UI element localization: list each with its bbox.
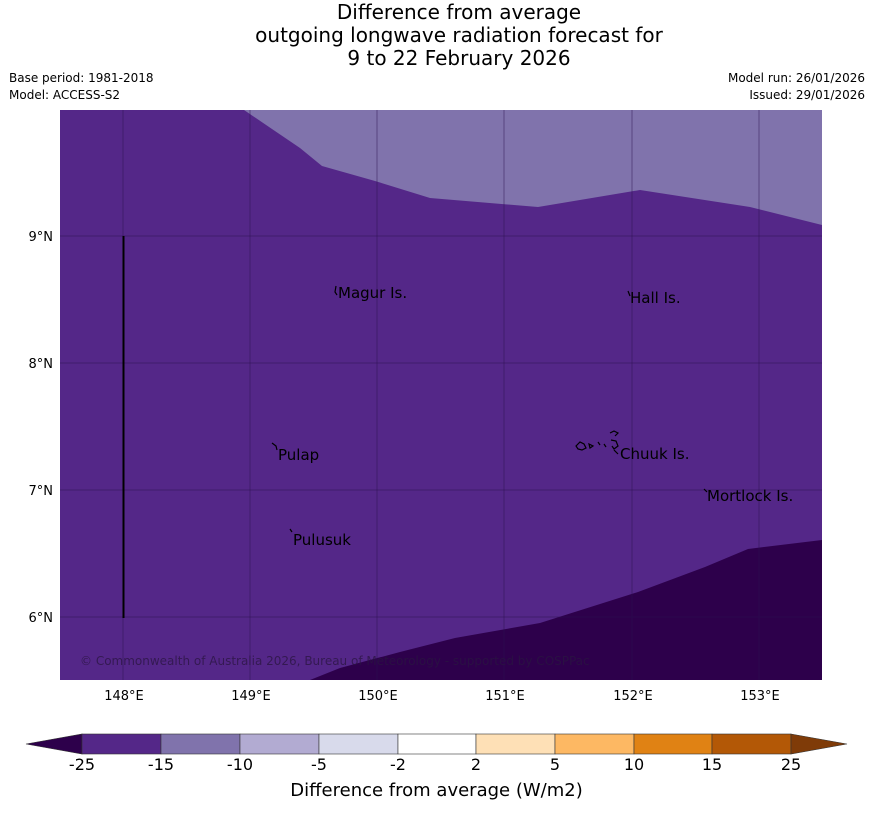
colorbar-segment <box>239 733 320 755</box>
lat-tick: 7°N <box>29 484 54 499</box>
colorbar-tick: -10 <box>226 755 254 774</box>
place-labels: Magur Is. Hall Is. Pulap Chuuk Is. Mortl… <box>278 284 793 549</box>
lon-tick: 151°E <box>485 689 525 704</box>
island-magur <box>334 285 338 296</box>
colorbar-tick: 5 <box>549 755 561 774</box>
island-pulap <box>271 442 278 451</box>
colorbar-tick: 15 <box>701 755 723 774</box>
meta-right: Model run: 26/01/2026 Issued: 29/01/2026 <box>728 70 865 104</box>
colorbar-segment <box>160 733 241 755</box>
colorbar-segment <box>318 733 399 755</box>
lon-tick: 150°E <box>358 689 398 704</box>
colorbar-label: Difference from average (W/m2) <box>290 780 583 801</box>
chart-title: Difference from average outgoing longwav… <box>0 1 873 70</box>
lat-axis: 9°N 8°N 7°N 6°N <box>29 230 54 626</box>
model-run: Model run: 26/01/2026 <box>727 71 865 85</box>
colorbar-segment <box>397 733 477 755</box>
lat-tick: 6°N <box>29 611 54 626</box>
lat-tick: 9°N <box>29 230 54 245</box>
colorbar-segment <box>475 733 556 755</box>
label-pulap: Pulap <box>278 446 319 464</box>
island-pulusuk <box>289 528 293 533</box>
colorbar-tick: -15 <box>147 755 175 774</box>
colorbar-tick: 2 <box>470 755 482 774</box>
contour-band-light <box>244 110 822 225</box>
label-mortlock: Mortlock Is. <box>707 487 793 505</box>
label-magur: Magur Is. <box>338 284 407 302</box>
lon-tick: 152°E <box>613 689 653 704</box>
colorbar-tick: 10 <box>623 755 645 774</box>
lon-tick: 148°E <box>104 689 144 704</box>
island-hall <box>627 290 631 297</box>
title-line-1: Difference from average <box>336 0 582 24</box>
colorbar-tick: -2 <box>390 755 406 774</box>
contour-band-dark <box>310 540 822 680</box>
lon-tick: 153°E <box>740 689 780 704</box>
colorbar-tick: -5 <box>311 755 327 774</box>
label-chuuk: Chuuk Is. <box>620 445 689 463</box>
meta-left: Base period: 1981-2018 Model: ACCESS-S2 <box>9 70 154 104</box>
model-name: Model: ACCESS-S2 <box>9 88 121 102</box>
lon-axis: 148°E 149°E 150°E 151°E 152°E 153°E <box>104 689 780 704</box>
copyright-text: © Commonwealth of Australia 2026, Bureau… <box>80 654 590 668</box>
colorbar-tick: 25 <box>780 755 802 774</box>
island-mortlock <box>703 488 708 493</box>
colorbar-extend-low <box>25 733 83 755</box>
colorbar-segment <box>633 733 713 755</box>
colorbar-tick: -25 <box>68 755 96 774</box>
lon-tick: 149°E <box>231 689 271 704</box>
base-period: Base period: 1981-2018 <box>9 71 154 85</box>
colorbar-segment <box>554 733 635 755</box>
colorbar <box>25 733 848 755</box>
label-hall: Hall Is. <box>630 289 681 307</box>
colorbar-segment <box>711 733 792 755</box>
colorbar-segment <box>81 733 162 755</box>
island-chuuk <box>575 430 620 455</box>
label-pulusuk: Pulusuk <box>293 531 351 549</box>
title-line-2: outgoing longwave radiation forecast for <box>255 23 663 47</box>
island-markers <box>271 285 708 533</box>
issued-date: Issued: 29/01/2026 <box>749 88 865 102</box>
colorbar-extend-high <box>790 733 848 755</box>
lat-tick: 8°N <box>29 357 54 372</box>
title-line-3: 9 to 22 February 2026 <box>347 46 571 70</box>
